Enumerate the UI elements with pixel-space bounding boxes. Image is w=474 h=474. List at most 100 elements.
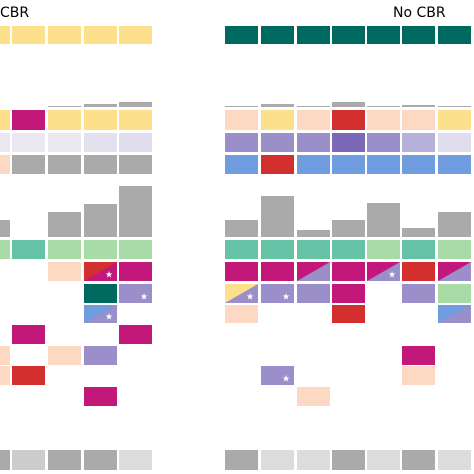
cell xyxy=(297,240,330,259)
cell xyxy=(0,346,10,365)
cell xyxy=(84,262,117,281)
cell xyxy=(12,133,45,152)
group-label: No CBR xyxy=(393,5,446,21)
cell xyxy=(0,240,10,259)
cell xyxy=(297,450,330,470)
cell xyxy=(261,26,294,44)
cell xyxy=(119,186,152,237)
cell xyxy=(84,104,117,107)
cell xyxy=(402,262,435,281)
cell xyxy=(261,133,294,152)
cell xyxy=(0,366,10,385)
cell xyxy=(402,346,435,365)
cell xyxy=(48,450,81,470)
cell xyxy=(84,450,117,470)
cell: ★ xyxy=(388,271,396,281)
cell xyxy=(332,155,365,174)
cell xyxy=(402,155,435,174)
cell xyxy=(261,155,294,174)
cell xyxy=(225,450,258,470)
cell xyxy=(402,133,435,152)
cell xyxy=(332,262,365,281)
cell xyxy=(119,102,152,107)
cell xyxy=(367,26,400,44)
cell xyxy=(402,366,435,385)
cell xyxy=(48,262,81,281)
cell xyxy=(48,110,81,130)
cell xyxy=(438,262,471,281)
cell: ★ xyxy=(282,375,290,385)
grid: ★ ★ ★ ★ ★ ★ ★ xyxy=(0,26,471,470)
cell xyxy=(119,325,152,344)
cell xyxy=(225,262,258,281)
cell xyxy=(332,240,365,259)
cell xyxy=(367,106,400,107)
cell xyxy=(84,26,117,44)
cell xyxy=(438,110,471,130)
cell xyxy=(48,212,81,237)
cell xyxy=(438,155,471,174)
cell xyxy=(225,106,258,107)
cell xyxy=(402,228,435,237)
cell xyxy=(225,240,258,259)
cell xyxy=(367,155,400,174)
cell xyxy=(332,284,365,303)
cell xyxy=(402,240,435,259)
cell xyxy=(402,450,435,470)
cell xyxy=(367,240,400,259)
cell xyxy=(332,450,365,470)
cell xyxy=(119,26,152,44)
cell xyxy=(332,133,365,152)
cell xyxy=(297,262,330,281)
cell xyxy=(225,26,258,44)
cell xyxy=(438,284,471,303)
cell xyxy=(261,104,294,107)
group-label: CBR xyxy=(0,5,29,21)
cell xyxy=(225,305,258,323)
cell xyxy=(84,110,117,130)
cell xyxy=(48,26,81,44)
cell xyxy=(367,262,400,281)
cell xyxy=(84,133,117,152)
cell xyxy=(119,133,152,152)
cell: ★ xyxy=(105,313,113,323)
cell xyxy=(261,196,294,237)
cell xyxy=(0,26,10,44)
cell: ★ xyxy=(282,293,290,303)
cell xyxy=(367,110,400,130)
cell xyxy=(332,220,365,237)
cell xyxy=(119,262,152,281)
cell xyxy=(402,26,435,44)
cell xyxy=(225,155,258,174)
cell xyxy=(261,450,294,470)
cell xyxy=(12,450,45,470)
cell xyxy=(367,133,400,152)
cell xyxy=(261,366,294,385)
cell xyxy=(119,240,152,259)
cell xyxy=(0,133,10,152)
cell xyxy=(0,155,10,174)
cell xyxy=(84,305,117,323)
cell xyxy=(438,26,471,44)
cell xyxy=(297,133,330,152)
cell xyxy=(225,284,258,303)
cell xyxy=(84,155,117,174)
cell xyxy=(261,240,294,259)
cell xyxy=(0,220,10,237)
cell xyxy=(84,240,117,259)
cell xyxy=(297,155,330,174)
cell: ★ xyxy=(246,293,254,303)
cell xyxy=(402,105,435,107)
cell xyxy=(84,284,117,303)
cell xyxy=(297,26,330,44)
cell xyxy=(12,240,45,259)
cell xyxy=(261,262,294,281)
cell xyxy=(119,450,152,470)
cell xyxy=(48,346,81,365)
cell xyxy=(225,220,258,237)
cell xyxy=(367,203,400,237)
cell xyxy=(225,110,258,130)
cell xyxy=(297,230,330,237)
cell xyxy=(84,387,117,406)
